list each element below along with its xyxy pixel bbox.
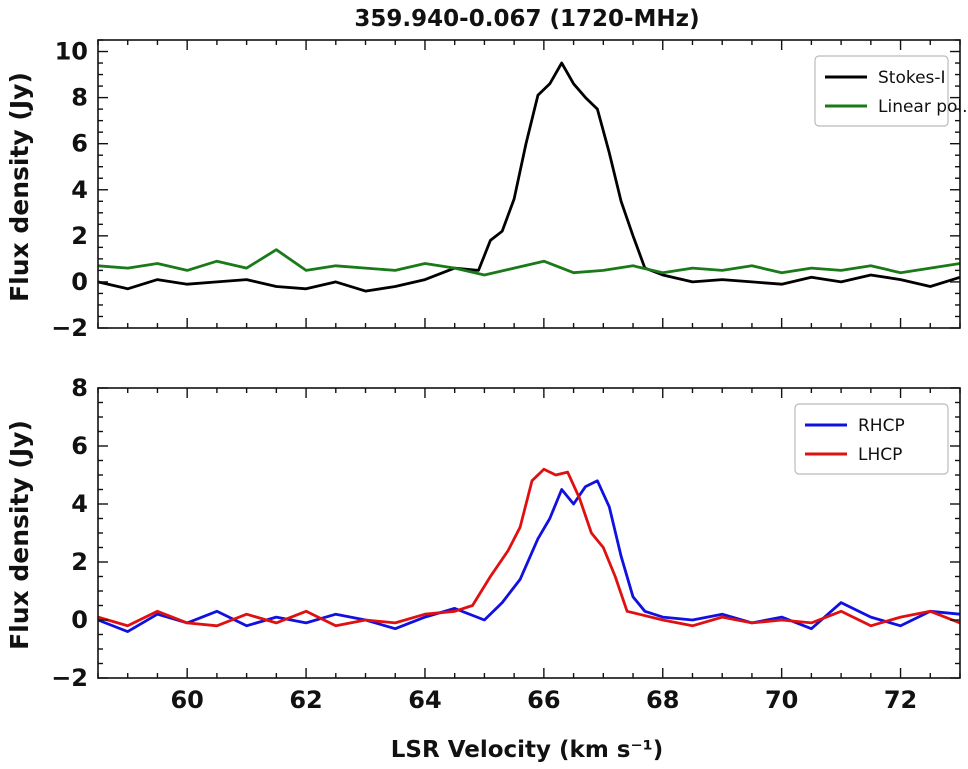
legend-label: LHCP <box>858 445 902 465</box>
y-tick-label: 4 <box>71 176 88 204</box>
x-tick-label: 72 <box>884 686 917 714</box>
legend-label: Stokes-I <box>878 68 946 88</box>
y-axis-label-top: Flux density (Jy) <box>5 72 34 302</box>
legend-box <box>814 55 949 127</box>
y-tick-label: 8 <box>71 84 88 112</box>
y-tick-label: −2 <box>51 664 88 692</box>
y-tick-label: 10 <box>55 38 88 66</box>
series-line-0-1 <box>97 248 961 277</box>
y-tick-label: −2 <box>51 314 88 342</box>
legend-label: Linear pol. <box>878 97 968 117</box>
series-line-1-1 <box>97 467 961 628</box>
y-tick-label: 8 <box>71 374 88 402</box>
x-axis-label: LSR Velocity (km s⁻¹) <box>391 737 663 763</box>
y-axis-label-bottom: Flux density (Jy) <box>5 420 34 650</box>
y-tick-label: 2 <box>71 548 88 576</box>
y-tick-label: 2 <box>71 222 88 250</box>
y-tick-label: 6 <box>71 130 88 158</box>
axes-frame <box>97 39 961 329</box>
legend-box <box>794 403 949 475</box>
panel-top: −2 0 2 4 6 8 10 Stokes-I Linear pol. <box>51 38 967 342</box>
y-tick-label: 6 <box>71 432 88 460</box>
legend-label: RHCP <box>858 416 905 436</box>
x-tick-label: 66 <box>527 686 560 714</box>
y-tick-label: 0 <box>71 268 88 296</box>
legend: Stokes-I Linear pol. <box>814 55 968 127</box>
series-line-0-0 <box>97 61 961 293</box>
y-tick-label: 4 <box>71 490 88 518</box>
series-line-1-0 <box>97 479 961 633</box>
x-tick-label: 62 <box>289 686 322 714</box>
x-tick-label: 68 <box>646 686 679 714</box>
legend: RHCP LHCP <box>794 403 949 475</box>
chart-title: 359.940-0.067 (1720-MHz) <box>354 6 699 32</box>
x-tick-label: 64 <box>408 686 441 714</box>
y-tick-label: 0 <box>71 606 88 634</box>
x-tick-label: 70 <box>765 686 798 714</box>
x-tick-label: 60 <box>170 686 203 714</box>
